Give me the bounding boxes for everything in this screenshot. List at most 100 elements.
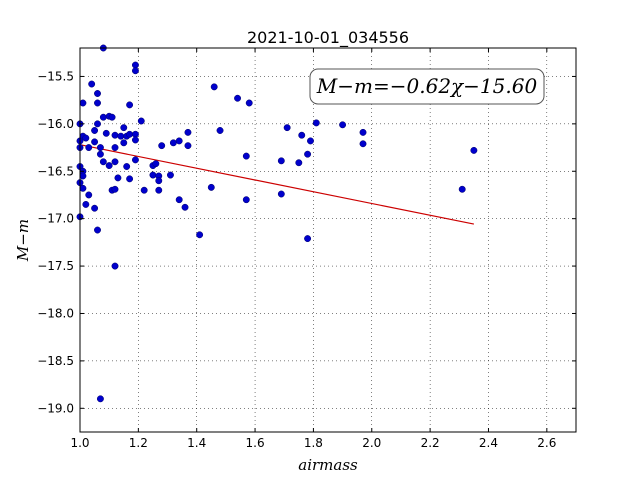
data-point — [111, 185, 119, 193]
data-point — [91, 127, 99, 134]
data-point — [114, 174, 122, 182]
data-point — [102, 129, 110, 137]
data-point — [184, 142, 192, 150]
data-point — [166, 171, 174, 179]
y-tick-label: −16.0 — [37, 117, 74, 131]
data-point — [126, 101, 134, 109]
data-point — [82, 200, 90, 208]
data-point — [111, 131, 119, 139]
y-tick-label: −16.5 — [37, 164, 74, 178]
data-point — [111, 158, 119, 166]
data-point — [283, 124, 291, 132]
data-point — [94, 90, 101, 97]
data-point — [82, 134, 90, 142]
data-point — [196, 231, 204, 239]
data-point — [85, 144, 93, 152]
data-point — [277, 157, 285, 165]
data-point — [152, 160, 160, 168]
data-point — [137, 117, 145, 125]
data-point — [91, 204, 99, 212]
data-point — [140, 186, 148, 194]
y-tick-label: −17.5 — [37, 259, 74, 273]
data-point — [359, 128, 367, 136]
data-point — [458, 185, 466, 193]
x-axis-label: airmass — [298, 456, 358, 474]
data-point — [123, 163, 131, 170]
data-points — [76, 44, 478, 403]
data-point — [94, 120, 101, 128]
annotation-box — [309, 68, 545, 105]
data-point — [304, 235, 312, 243]
plot-frame — [79, 47, 577, 433]
data-point — [94, 99, 101, 107]
y-tick-label: −18.5 — [37, 354, 74, 368]
grid — [79, 48, 576, 432]
data-point — [108, 113, 116, 121]
data-point — [339, 121, 347, 129]
data-point — [99, 113, 107, 121]
data-point — [105, 162, 113, 170]
data-point — [207, 183, 215, 191]
annotation-text: M−m=−0.62χ−15.60 — [316, 74, 538, 98]
data-point — [149, 171, 157, 179]
data-point — [210, 83, 218, 91]
data-point — [307, 137, 314, 145]
data-point — [111, 144, 119, 152]
data-point — [216, 127, 224, 134]
y-tick-label: −15.5 — [37, 69, 74, 83]
data-point — [99, 158, 107, 166]
data-point — [169, 139, 177, 147]
x-tick-label: 2.6 — [537, 436, 556, 450]
data-point — [79, 184, 87, 192]
data-point — [131, 67, 139, 75]
y-tick-label: −18.0 — [37, 306, 74, 320]
fit-line — [79, 144, 475, 225]
data-point — [79, 99, 87, 107]
data-point — [234, 94, 242, 102]
x-tick-label: 2.4 — [479, 436, 498, 450]
data-point — [111, 262, 119, 270]
x-tick-label: 1.2 — [129, 436, 148, 450]
y-tick-label: −17.0 — [37, 212, 74, 226]
x-tick-label: 1.0 — [70, 436, 89, 450]
data-point — [96, 150, 104, 158]
chart-title: 2021-10-01_034556 — [247, 28, 409, 48]
data-point — [79, 172, 87, 180]
data-point — [184, 128, 192, 136]
data-point — [155, 186, 163, 194]
data-point — [242, 152, 250, 160]
data-point — [158, 142, 166, 150]
data-point — [85, 191, 93, 199]
data-point — [175, 137, 183, 145]
fit-annotation: M−m=−0.62χ−15.60 — [309, 68, 545, 105]
x-tick-label: 1.8 — [304, 436, 323, 450]
data-point — [295, 159, 303, 167]
x-tick-label: 2.0 — [362, 436, 381, 450]
data-point — [126, 130, 134, 138]
data-point — [359, 140, 367, 148]
y-tick-label: −19.0 — [37, 401, 74, 415]
fit-line-group — [79, 144, 475, 225]
data-point — [117, 132, 125, 140]
data-point — [88, 80, 96, 88]
data-point — [304, 150, 312, 158]
data-point — [175, 196, 183, 204]
data-point — [131, 156, 139, 164]
x-tick-label: 1.4 — [187, 436, 206, 450]
data-point — [120, 124, 128, 132]
data-point — [131, 136, 139, 144]
ticks: 1.0 1.2 1.4 1.6 1.8 2.0 2.2 2.4 2.6 −15.5 −16.0 −16… — [37, 48, 576, 450]
data-point — [298, 131, 306, 139]
data-point — [120, 139, 128, 147]
data-point — [96, 395, 104, 403]
data-point — [91, 138, 99, 146]
data-point — [277, 190, 285, 198]
data-point — [312, 119, 320, 127]
y-axis-label: M−m — [14, 219, 32, 262]
x-tick-label: 2.2 — [421, 436, 440, 450]
data-point — [94, 226, 101, 234]
x-tick-label: 1.6 — [246, 436, 265, 450]
data-point — [470, 146, 478, 154]
data-point — [181, 203, 189, 211]
